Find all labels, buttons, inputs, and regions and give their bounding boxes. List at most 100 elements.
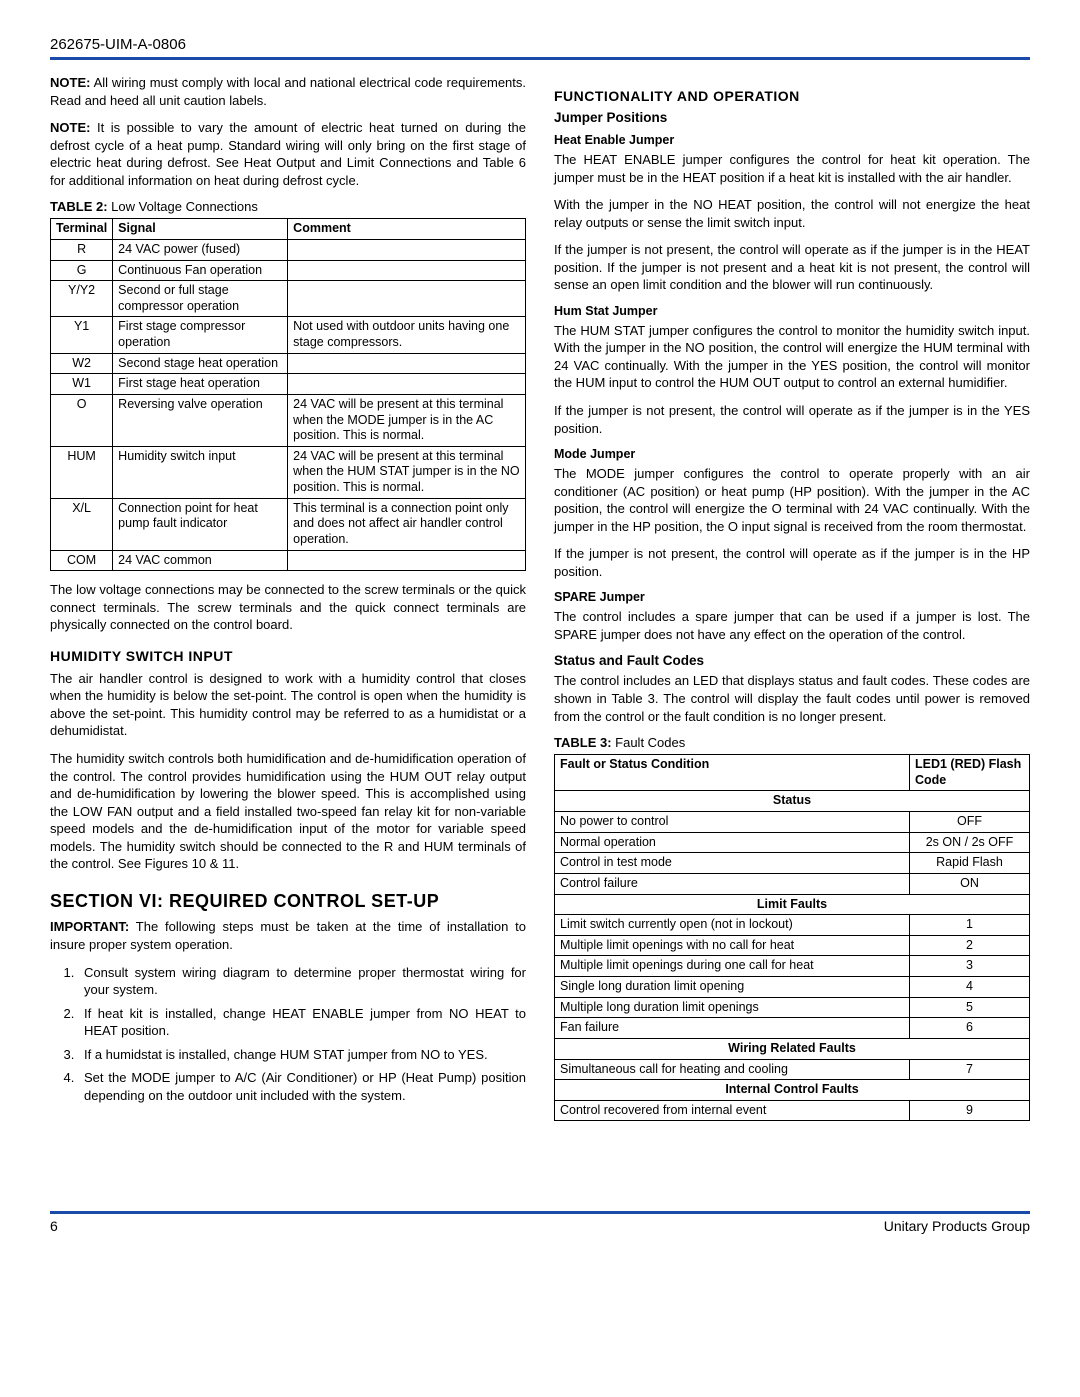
section-vi-heading: SECTION VI: REQUIRED CONTROL SET-UP — [50, 891, 526, 913]
table-cell — [288, 281, 526, 317]
table-section-title: Wiring Related Faults — [555, 1038, 1030, 1059]
table-cell: Reversing valve operation — [113, 394, 288, 446]
table-cell: W2 — [51, 353, 113, 374]
table-cell: 7 — [910, 1059, 1030, 1080]
page-number: 6 — [50, 1218, 58, 1234]
table-section-row: Internal Control Faults — [555, 1080, 1030, 1101]
caption-text: Low Voltage Connections — [108, 199, 258, 214]
setup-steps: Consult system wiring diagram to determi… — [78, 964, 526, 1105]
table-cell: ON — [910, 873, 1030, 894]
table-row: HUMHumidity switch input24 VAC will be p… — [51, 446, 526, 498]
step-item: Set the MODE jumper to A/C (Air Conditio… — [78, 1069, 526, 1104]
table-cell: OFF — [910, 812, 1030, 833]
step-item: If a humidstat is installed, change HUM … — [78, 1046, 526, 1064]
table-cell: 4 — [910, 977, 1030, 998]
col-signal: Signal — [113, 219, 288, 240]
table-cell: Control recovered from internal event — [555, 1100, 910, 1121]
table-cell: W1 — [51, 374, 113, 395]
table-cell: Rapid Flash — [910, 853, 1030, 874]
table-cell: 3 — [910, 956, 1030, 977]
table-cell: Simultaneous call for heating and coolin… — [555, 1059, 910, 1080]
table-cell: Multiple long duration limit openings — [555, 997, 910, 1018]
table-cell: Fan failure — [555, 1018, 910, 1039]
table-cell: Multiple limit openings with no call for… — [555, 935, 910, 956]
hs-para: If the jumper is not present, the contro… — [554, 402, 1030, 437]
table-row: Multiple limit openings during one call … — [555, 956, 1030, 977]
table-row: Multiple long duration limit openings5 — [555, 997, 1030, 1018]
table-row: Control failureON — [555, 873, 1030, 894]
right-column: FUNCTIONALITY AND OPERATION Jumper Posit… — [554, 74, 1030, 1131]
table-row: COM24 VAC common — [51, 550, 526, 571]
table-cell: HUM — [51, 446, 113, 498]
note-text: All wiring must comply with local and na… — [50, 75, 526, 108]
caption-text: Fault Codes — [612, 735, 686, 750]
left-column: NOTE: All wiring must comply with local … — [50, 74, 526, 1131]
table-cell: Y/Y2 — [51, 281, 113, 317]
table-row: X/LConnection point for heat pump fault … — [51, 498, 526, 550]
he-para: With the jumper in the NO HEAT position,… — [554, 196, 1030, 231]
table-header-row: Terminal Signal Comment — [51, 219, 526, 240]
table-cell: Continuous Fan operation — [113, 260, 288, 281]
doc-id-header: 262675-UIM-A-0806 — [50, 36, 1030, 60]
table-cell — [288, 239, 526, 260]
mode-jumper-heading: Mode Jumper — [554, 447, 1030, 461]
important-label: IMPORTANT: — [50, 919, 129, 934]
note-1: NOTE: All wiring must comply with local … — [50, 74, 526, 109]
table-cell: Second or full stage compressor operatio… — [113, 281, 288, 317]
he-para: If the jumper is not present, the contro… — [554, 241, 1030, 294]
table-cell: 9 — [910, 1100, 1030, 1121]
hsi-para-1: The air handler control is designed to w… — [50, 670, 526, 740]
table-2: Terminal Signal Comment R24 VAC power (f… — [50, 218, 526, 571]
table-row: Normal operation2s ON / 2s OFF — [555, 832, 1030, 853]
table-cell: O — [51, 394, 113, 446]
table-header-row: Fault or Status Condition LED1 (RED) Fla… — [555, 755, 1030, 791]
table-cell: Humidity switch input — [113, 446, 288, 498]
note-label: NOTE: — [50, 75, 90, 90]
note-2: NOTE: It is possible to vary the amount … — [50, 119, 526, 189]
table-3: Fault or Status Condition LED1 (RED) Fla… — [554, 754, 1030, 1121]
hum-stat-heading: Hum Stat Jumper — [554, 304, 1030, 318]
table-section-row: Limit Faults — [555, 894, 1030, 915]
table-cell: X/L — [51, 498, 113, 550]
table-row: W1First stage heat operation — [51, 374, 526, 395]
table-row: Limit switch currently open (not in lock… — [555, 915, 1030, 936]
table-cell: Single long duration limit opening — [555, 977, 910, 998]
table-cell: 2 — [910, 935, 1030, 956]
table-row: Multiple limit openings with no call for… — [555, 935, 1030, 956]
table-cell — [288, 260, 526, 281]
footer-org: Unitary Products Group — [884, 1218, 1030, 1234]
table-cell: G — [51, 260, 113, 281]
table-cell: This terminal is a connection point only… — [288, 498, 526, 550]
table-row: Control recovered from internal event9 — [555, 1100, 1030, 1121]
caption-label: TABLE 2: — [50, 199, 108, 214]
table-section-title: Internal Control Faults — [555, 1080, 1030, 1101]
table-cell: No power to control — [555, 812, 910, 833]
table-cell: Not used with outdoor units having one s… — [288, 317, 526, 353]
table-cell: R — [51, 239, 113, 260]
col-led: LED1 (RED) Flash Code — [910, 755, 1030, 791]
caption-label: TABLE 3: — [554, 735, 612, 750]
mj-para: If the jumper is not present, the contro… — [554, 545, 1030, 580]
table-row: Fan failure6 — [555, 1018, 1030, 1039]
table-row: GContinuous Fan operation — [51, 260, 526, 281]
he-para: The HEAT ENABLE jumper configures the co… — [554, 151, 1030, 186]
table-cell: 2s ON / 2s OFF — [910, 832, 1030, 853]
humidity-switch-input-heading: HUMIDITY SWITCH INPUT — [50, 648, 526, 664]
table-section-title: Limit Faults — [555, 894, 1030, 915]
table-cell: 24 VAC common — [113, 550, 288, 571]
table-cell: Connection point for heat pump fault ind… — [113, 498, 288, 550]
page-footer: 6 Unitary Products Group — [50, 1211, 1030, 1234]
spare-jumper-heading: SPARE Jumper — [554, 590, 1030, 604]
two-column-layout: NOTE: All wiring must comply with local … — [50, 74, 1030, 1131]
table-cell: COM — [51, 550, 113, 571]
table-cell: Second stage heat operation — [113, 353, 288, 374]
table-cell: First stage compressor operation — [113, 317, 288, 353]
hs-para: The HUM STAT jumper configures the contr… — [554, 322, 1030, 392]
table-cell — [288, 374, 526, 395]
table-row: Y1First stage compressor operationNot us… — [51, 317, 526, 353]
table-row: R24 VAC power (fused) — [51, 239, 526, 260]
col-fault: Fault or Status Condition — [555, 755, 910, 791]
table-section-title: Status — [555, 791, 1030, 812]
table-row: Y/Y2Second or full stage compressor oper… — [51, 281, 526, 317]
status-codes-heading: Status and Fault Codes — [554, 653, 1030, 668]
